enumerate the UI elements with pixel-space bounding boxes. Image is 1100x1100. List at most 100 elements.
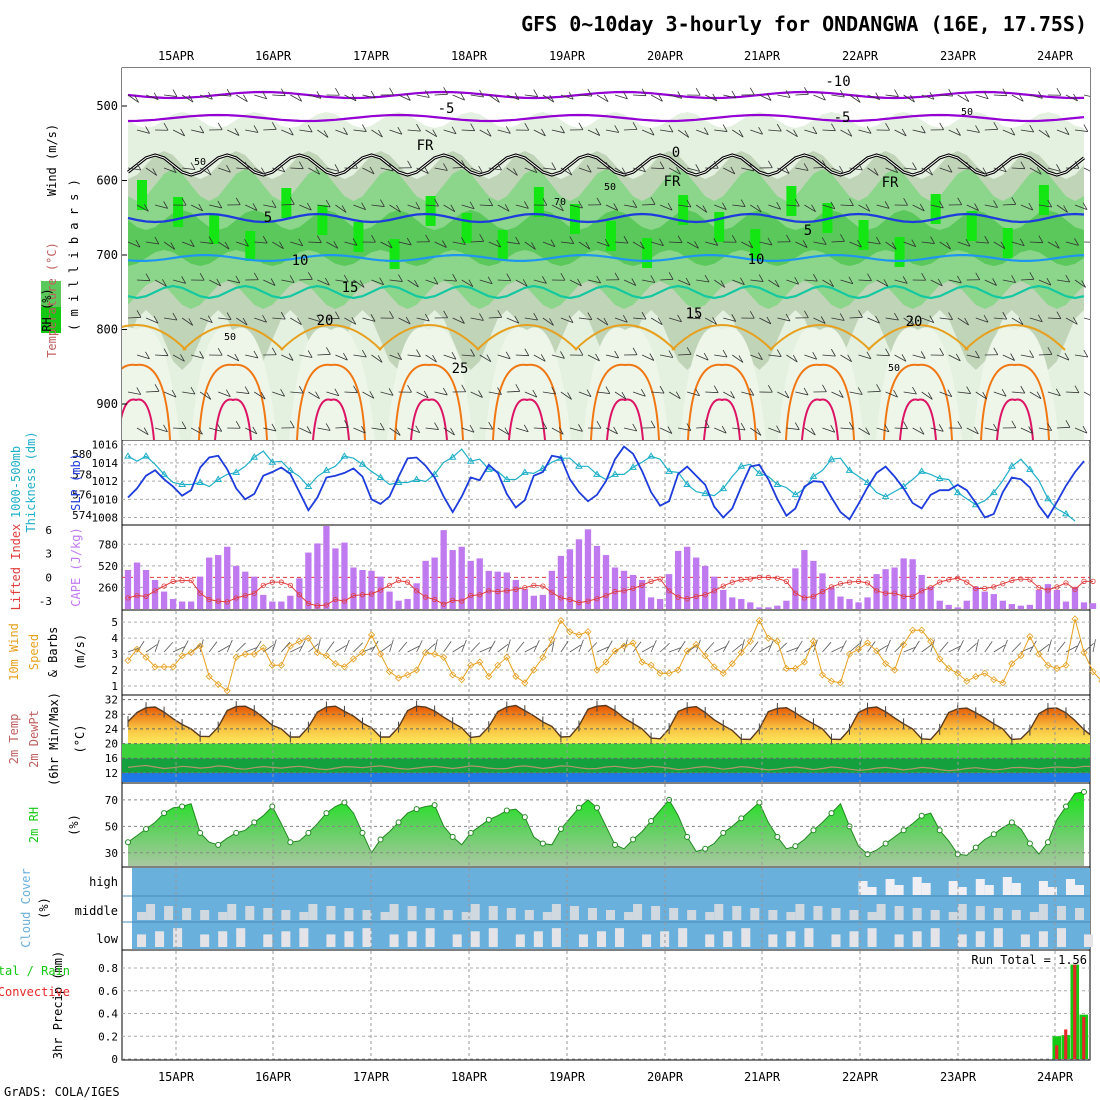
wind-barb xyxy=(768,129,782,132)
rh2m-marker xyxy=(1062,803,1069,810)
wind-barb-flag xyxy=(948,88,953,97)
wind10m-marker xyxy=(349,655,358,663)
ylabel-temp2m-unit: (°C) xyxy=(73,725,87,754)
cloud-low xyxy=(488,928,498,947)
wind-barb-flag xyxy=(486,129,492,137)
cape-bar xyxy=(1053,589,1061,609)
wind-barb-flag xyxy=(532,389,538,398)
wind-barb-flag xyxy=(975,350,980,359)
wind-barb-flag xyxy=(207,315,213,323)
wind-barb xyxy=(596,94,609,103)
wind-barb xyxy=(867,167,879,176)
isotherm-25 xyxy=(198,363,268,440)
wind10m-barb xyxy=(163,642,174,653)
wind-barb xyxy=(308,391,320,400)
wind-barb xyxy=(218,391,231,398)
rh2m-marker xyxy=(810,827,817,834)
lifted-index-marker xyxy=(432,596,438,603)
lifted-index-marker xyxy=(693,593,699,599)
wind-barb-flag xyxy=(551,386,557,395)
cape-bar xyxy=(837,596,844,609)
wind-barb-flag xyxy=(632,423,638,432)
cloud-low xyxy=(281,931,291,947)
wind-barb-flag xyxy=(379,277,384,285)
wind-barb-flag xyxy=(170,242,176,250)
wind-barb xyxy=(209,427,222,432)
wind-barb-flag xyxy=(641,389,646,397)
rh2m-marker xyxy=(575,804,582,811)
wind-barb-flag xyxy=(136,387,142,395)
wind-barb xyxy=(822,129,836,132)
wind10m-marker xyxy=(467,661,475,669)
wind-barb-flag xyxy=(343,352,348,361)
wind-barb xyxy=(209,204,222,209)
wind-barb-flag xyxy=(974,203,979,211)
wind-barb-flag xyxy=(297,317,302,325)
rh2m-line xyxy=(127,791,1085,856)
wind-barb-flag xyxy=(749,87,755,95)
wind-barb-flag xyxy=(280,389,285,397)
wind-barb-flag xyxy=(810,427,816,436)
wind-barb-flag xyxy=(307,350,313,358)
wind-barb-flag xyxy=(596,197,602,205)
date-label-bottom: 18APR xyxy=(451,1070,488,1084)
wind10m-tick: 2 xyxy=(111,664,118,677)
wind-barb xyxy=(524,241,536,250)
rh2m-marker xyxy=(936,827,943,834)
wind-barb xyxy=(578,167,592,173)
wind-barb-flag xyxy=(488,421,494,430)
wind10m-barb xyxy=(939,641,949,653)
wind-barb-flag xyxy=(884,201,890,209)
wind10m-marker xyxy=(196,642,204,650)
lifted-index-marker xyxy=(341,598,348,604)
wind-barb xyxy=(353,129,367,132)
temp-band-cold xyxy=(122,772,1090,782)
rh2m-marker xyxy=(305,829,312,836)
wind-barb-flag xyxy=(685,277,691,286)
wind-barb-flag xyxy=(939,348,945,356)
wind-barb xyxy=(822,354,836,357)
isotherm-25 xyxy=(687,363,757,440)
thickness-marker xyxy=(917,467,926,474)
wind-barb xyxy=(470,94,484,98)
wind-barb xyxy=(497,279,511,282)
wind-barb xyxy=(479,427,493,430)
wind-barb xyxy=(632,241,645,250)
wind-barb-flag xyxy=(965,239,971,247)
wind-barb xyxy=(200,94,213,100)
wind-barb-flag xyxy=(903,198,908,206)
boundary-layer-wedge xyxy=(122,327,180,440)
wind10m-barb xyxy=(398,641,408,653)
wind-barb xyxy=(705,241,718,246)
rh-band-90 xyxy=(173,197,184,227)
wind-barb-flag xyxy=(1029,350,1034,358)
wind-barb-flag xyxy=(730,166,736,175)
lifted-index-marker xyxy=(495,589,501,595)
wind-barb-flag xyxy=(803,163,809,171)
cloud-middle xyxy=(1056,906,1066,920)
lifted-index-marker xyxy=(251,590,257,596)
wind-barb xyxy=(299,204,312,211)
wind-barb-flag xyxy=(578,122,584,130)
wind-barb-flag xyxy=(920,351,926,359)
wind-barb xyxy=(1029,167,1042,175)
isoline-label: 20 xyxy=(906,314,923,330)
isoline-label: 15 xyxy=(342,280,359,296)
wind-barb xyxy=(371,129,383,138)
wind-barb xyxy=(145,167,157,176)
rh-band-90 xyxy=(786,186,797,216)
precip-tick: 0 xyxy=(111,1053,118,1066)
wind-barb xyxy=(966,129,980,133)
wind-barb xyxy=(425,279,439,285)
wind-barb xyxy=(1065,391,1079,394)
wind10m-barb xyxy=(632,641,642,653)
wind-barb xyxy=(551,427,564,435)
wind-barb xyxy=(885,167,898,174)
wind-barb xyxy=(326,317,340,320)
wind-barb xyxy=(777,167,790,174)
date-label-top: 19APR xyxy=(549,49,586,63)
wind10m-marker xyxy=(548,636,556,644)
wind-barb xyxy=(885,317,899,321)
wind-barb xyxy=(795,167,809,171)
thickness-marker xyxy=(340,452,349,459)
